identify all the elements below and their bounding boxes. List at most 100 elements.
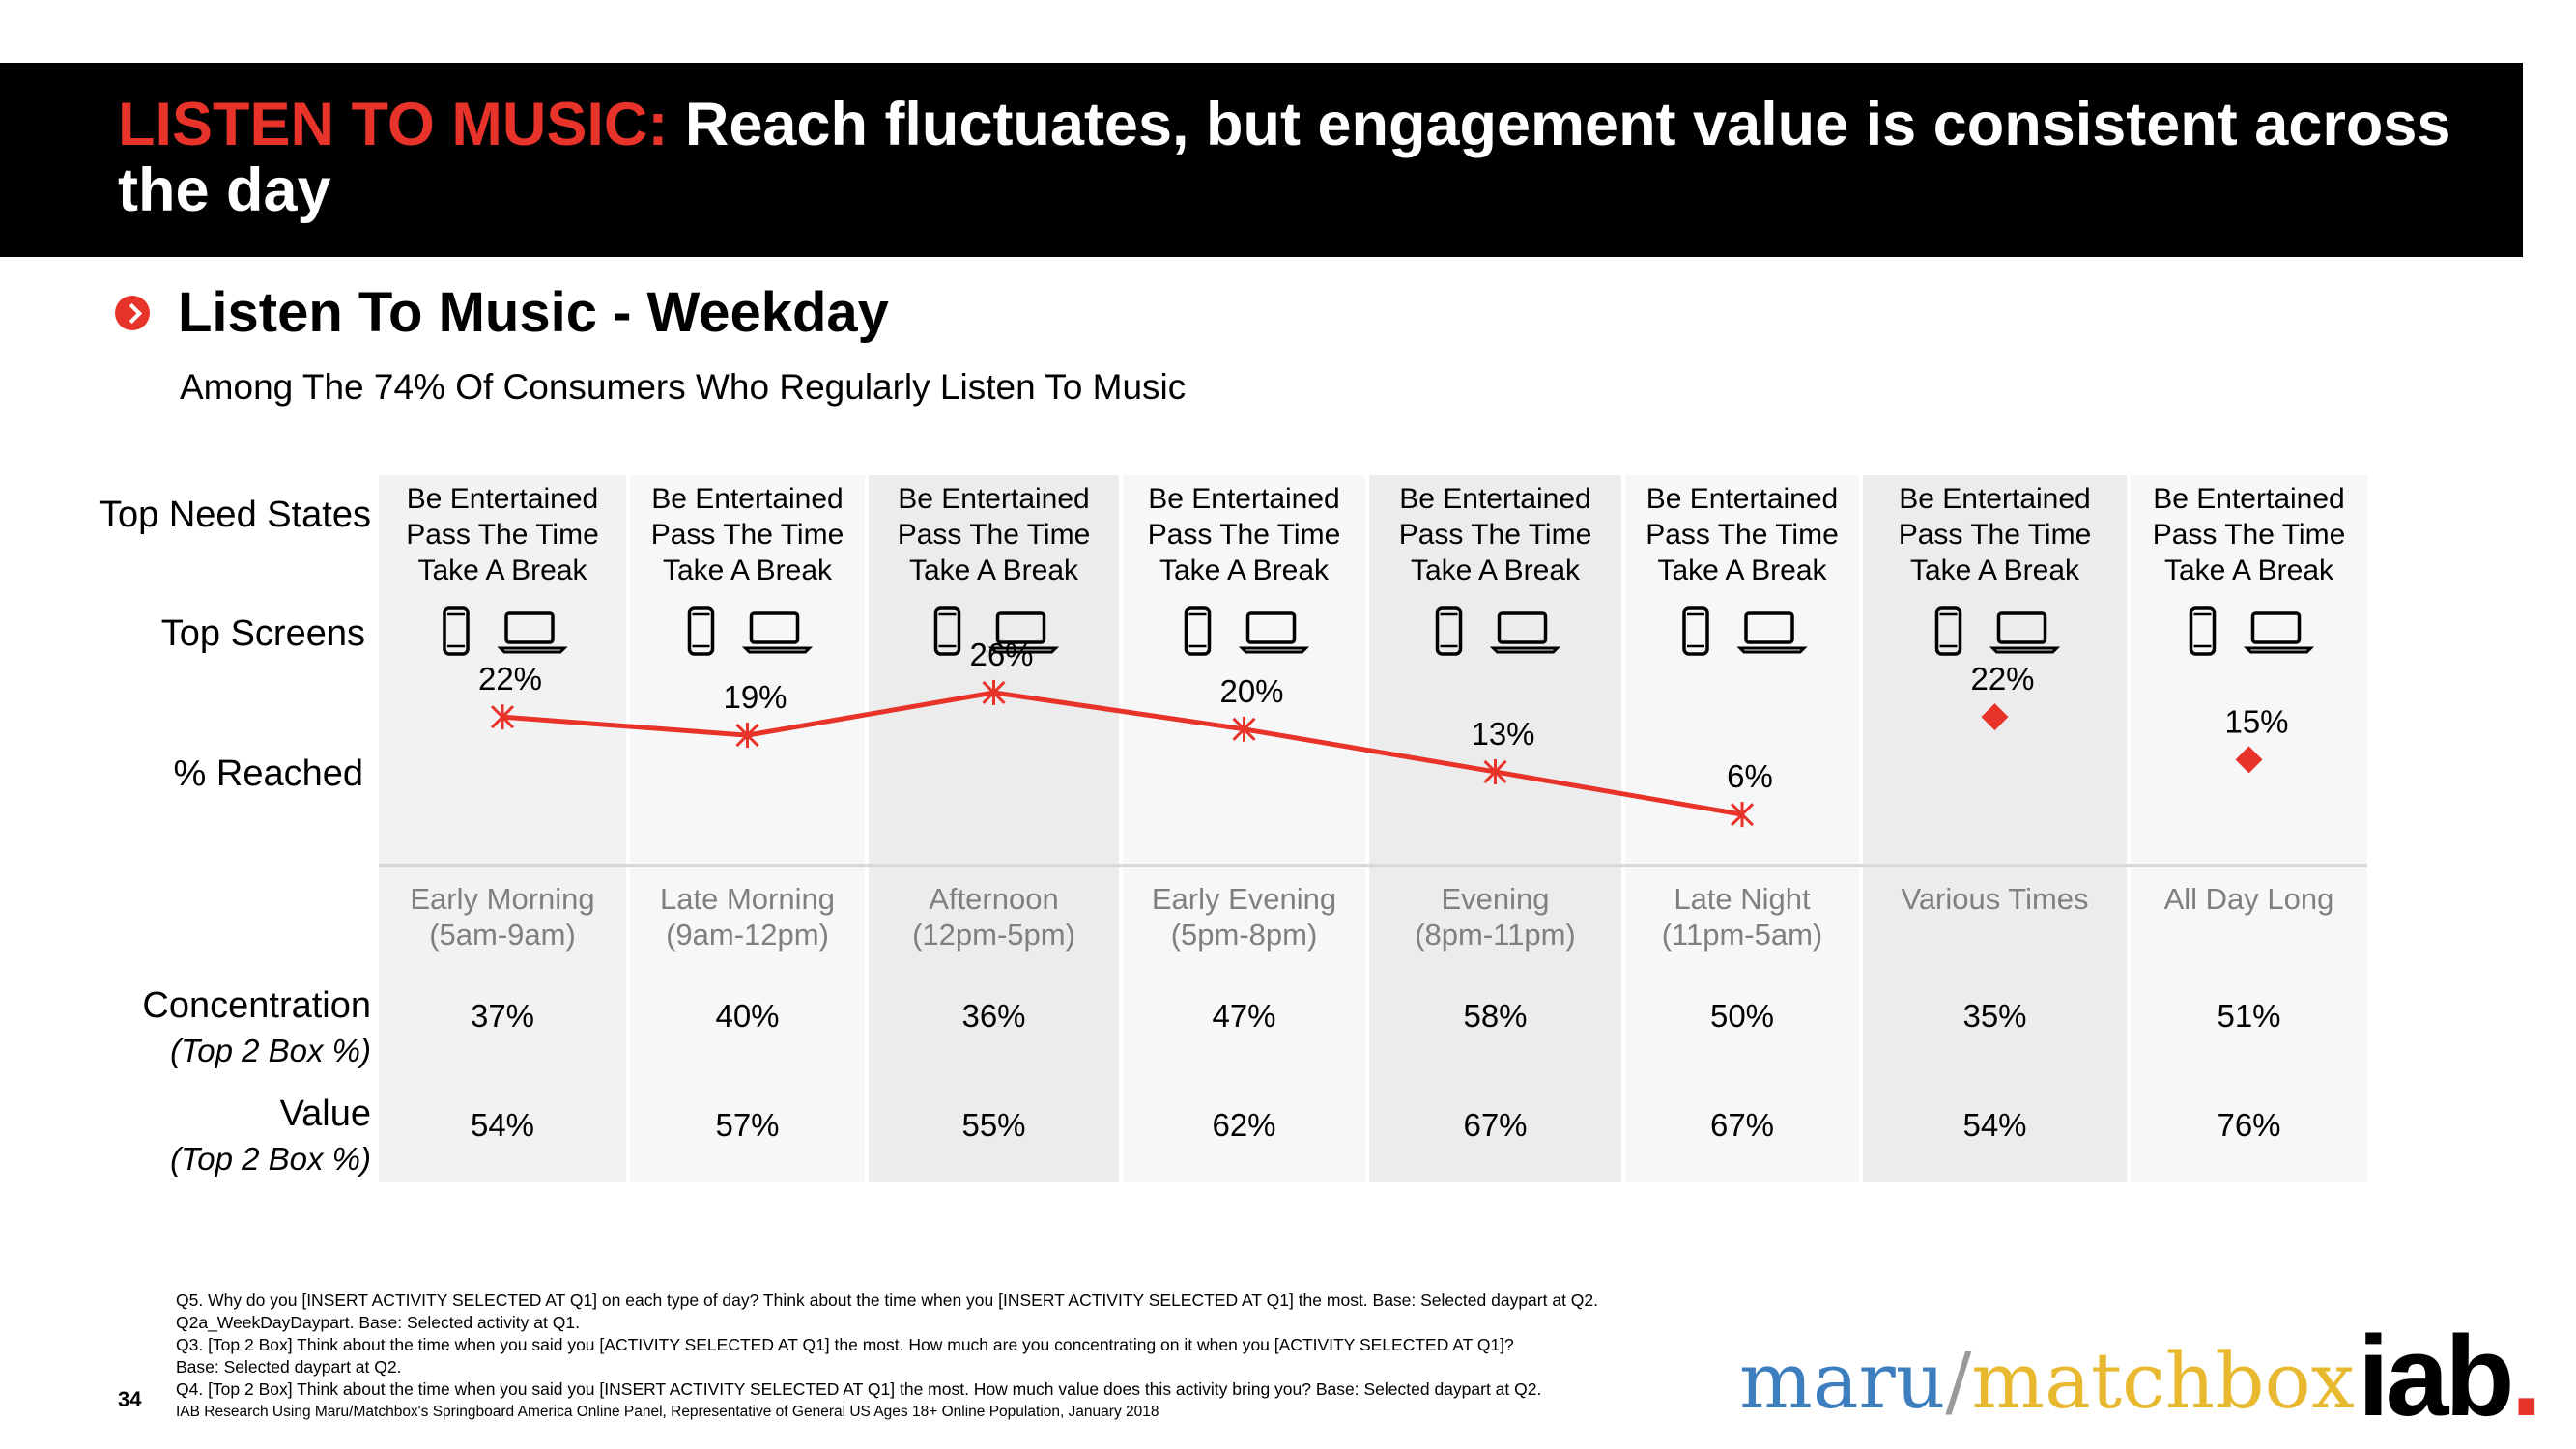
need-state: Be Entertained <box>1899 483 2091 515</box>
laptop-icon <box>497 611 568 654</box>
need-states-cell: Be Entertained Pass The Time Take A Break <box>869 481 1119 588</box>
logo-maru-text: maru <box>1739 1336 1946 1426</box>
iab-logo: iab. <box>2358 1319 2542 1435</box>
screens-cell <box>1369 602 1621 660</box>
need-states-cell: Be Entertained Pass The Time Take A Break <box>1625 481 1859 588</box>
daypart-hours: (11pm-5am) <box>1661 918 1823 952</box>
screens-cell <box>630 602 865 660</box>
reach-point <box>2235 746 2263 774</box>
concentration-value: 51% <box>2217 998 2281 1034</box>
reach-data-label: 13% <box>1471 716 1534 752</box>
need-states-cell: Be Entertained Pass The Time Take A Break <box>630 481 865 588</box>
daypart-label: Evening (8pm-11pm) <box>1369 881 1621 952</box>
need-state: Pass The Time <box>1147 519 1341 551</box>
footnote-q2a: Q2a_WeekDayDaypart. Base: Selected activ… <box>176 1313 580 1332</box>
screen-icons <box>687 606 814 656</box>
column-background <box>1863 475 2127 1182</box>
reach-data-label: 15% <box>2224 703 2288 739</box>
concentration-value: 37% <box>470 998 535 1034</box>
logo-slash: / <box>1945 1336 1972 1426</box>
reach-point <box>490 704 515 730</box>
need-state: Take A Break <box>662 554 833 586</box>
reach-data-label: 22% <box>1970 661 2034 696</box>
value-value: 57% <box>715 1107 780 1143</box>
need-states-cell: Be Entertained Pass The Time Take A Break <box>1123 481 1365 588</box>
concentration-label: Concentration <box>142 985 371 1026</box>
reach-data-label: 19% <box>723 679 787 715</box>
title-rest: Reach fluctuates, but engagement value i… <box>118 91 2451 224</box>
row-label-reached: % Reached <box>173 753 363 794</box>
daypart-name: Various Times <box>1901 882 2089 916</box>
column-background <box>1369 475 1621 1182</box>
smartphone-icon <box>1682 606 1709 656</box>
reach-point <box>982 679 1006 705</box>
value-value: 76% <box>2217 1107 2281 1143</box>
screen-icons <box>1682 606 1808 656</box>
reach-data-label: 6% <box>1727 758 1773 794</box>
reach-line <box>501 690 1743 817</box>
concentration-value: 40% <box>715 998 780 1034</box>
need-states-cell: Be Entertained Pass The Time Take A Break <box>1369 481 1621 588</box>
value-value: 54% <box>470 1107 535 1143</box>
daypart-name: Late Night <box>1674 882 1811 916</box>
screens-cell <box>2131 602 2367 660</box>
need-state: Take A Break <box>1410 554 1581 586</box>
daypart-label: Various Times <box>1863 881 2127 917</box>
daypart-name: Early Morning <box>410 882 595 916</box>
concentration-value: 50% <box>1709 998 1775 1034</box>
column-background <box>379 475 626 1182</box>
need-state: Be Entertained <box>651 483 844 515</box>
table-divider <box>379 864 2367 867</box>
screens-cell <box>1863 602 2127 660</box>
column-background <box>869 475 1119 1182</box>
title-bar: LISTEN TO MUSIC: Reach fluctuates, but e… <box>0 63 2523 257</box>
footnote-q5: Q5. Why do you [INSERT ACTIVITY SELECTED… <box>176 1291 1598 1310</box>
screen-icons <box>1184 606 1310 656</box>
daypart-name: Afternoon <box>929 882 1059 916</box>
reach-data-label: 20% <box>1219 673 1283 709</box>
title-accent: LISTEN TO MUSIC: <box>118 91 669 158</box>
need-state: Be Entertained <box>898 483 1090 515</box>
smartphone-icon <box>2189 606 2217 656</box>
concentration-value: 58% <box>1463 998 1528 1034</box>
need-state: Pass The Time <box>406 519 599 551</box>
logo-iab-dot: . <box>2510 1313 2543 1440</box>
column-background <box>1625 475 1859 1182</box>
laptop-icon <box>1989 611 2061 654</box>
daypart-hours: (12pm-5pm) <box>912 918 1075 952</box>
daypart-hours: (9am-12pm) <box>666 918 829 952</box>
value-value: 54% <box>1962 1107 2027 1143</box>
reach-point <box>1232 716 1256 742</box>
row-label-screens: Top Screens <box>160 613 365 654</box>
chevron-right-icon <box>115 296 150 330</box>
need-state: Take A Break <box>1159 554 1330 586</box>
daypart-hours: (5am-9am) <box>429 918 576 952</box>
daypart-hours: (8pm-11pm) <box>1415 918 1576 952</box>
column-background <box>1123 475 1365 1182</box>
reach-data-label: 22% <box>478 661 542 696</box>
need-state: Take A Break <box>908 554 1079 586</box>
value-value: 62% <box>1212 1107 1276 1143</box>
smartphone-icon <box>933 606 961 656</box>
need-state: Pass The Time <box>1898 519 2092 551</box>
screen-icons <box>1934 606 2061 656</box>
laptop-icon <box>1238 611 1310 654</box>
need-state: Be Entertained <box>1399 483 1591 515</box>
daypart-name: All Day Long <box>2163 882 2334 916</box>
screens-cell <box>869 602 1119 660</box>
laptop-icon <box>1736 611 1808 654</box>
logo-iab-text: iab <box>2358 1313 2514 1440</box>
value-value: 67% <box>1709 1107 1775 1143</box>
daypart-label: Late Morning (9am-12pm) <box>630 881 865 952</box>
laptop-icon <box>1489 611 1561 654</box>
need-state: Take A Break <box>1909 554 2080 586</box>
section-description: Among The 74% Of Consumers Who Regularly… <box>180 367 1187 407</box>
concentration-value: 36% <box>961 998 1026 1034</box>
need-state: Be Entertained <box>406 483 599 515</box>
need-state: Take A Break <box>1657 554 1827 586</box>
row-label-concentration: Concentration (Top 2 Box %) <box>142 985 371 1069</box>
smartphone-icon <box>687 606 715 656</box>
screens-cell <box>1123 602 1365 660</box>
row-label-need-states: Top Need States <box>100 495 371 535</box>
